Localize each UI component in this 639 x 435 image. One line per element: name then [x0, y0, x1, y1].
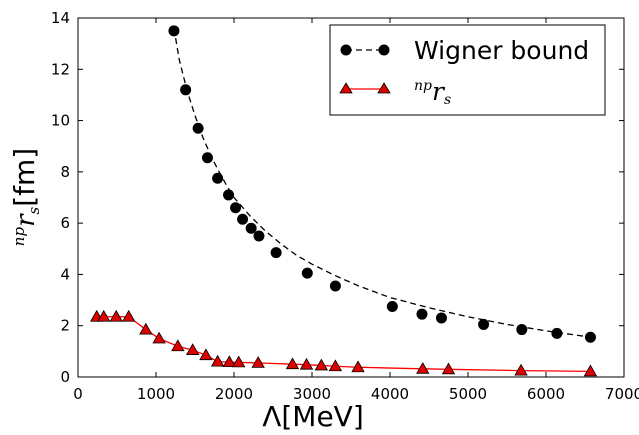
- legend-wigner-marker: [340, 44, 352, 56]
- wigner-point: [245, 222, 257, 234]
- wigner-point: [212, 172, 224, 184]
- rs-point: [441, 362, 456, 375]
- y-axis-label-unit: [fm]: [8, 148, 41, 207]
- x-tick-label: 0: [73, 385, 83, 403]
- plot-area: [90, 25, 598, 377]
- rs-point: [328, 359, 343, 372]
- y-axis-label-prefix: np: [10, 227, 28, 247]
- x-tick-label: 4000: [371, 385, 409, 403]
- x-tick-label: 1000: [137, 385, 175, 403]
- rs-point: [222, 355, 237, 368]
- legend-rs-marker: [377, 82, 391, 94]
- x-axis-label: Λ[MeV]: [262, 400, 364, 433]
- rs-point: [299, 357, 314, 370]
- rs-point: [185, 343, 200, 355]
- rs-point: [314, 358, 329, 371]
- wigner-point: [301, 267, 313, 279]
- y-tick-label: 8: [60, 163, 70, 181]
- x-tick-label: 5000: [449, 385, 487, 403]
- rs-point: [514, 363, 528, 376]
- svg-text:nprs: nprs: [414, 77, 451, 108]
- rs-point: [416, 361, 430, 374]
- wigner-point: [237, 213, 249, 225]
- y-tick-label: 4: [60, 265, 70, 283]
- rs-point: [231, 355, 246, 368]
- plot-frame: [77, 17, 625, 378]
- rs-point: [583, 364, 598, 377]
- legend: Wigner bound nprs: [329, 24, 606, 116]
- x-tick-label: 6000: [527, 385, 565, 403]
- rs-point: [139, 322, 153, 335]
- rs-point: [109, 309, 123, 322]
- series-rs-line: [96, 316, 591, 373]
- rs-point: [210, 354, 225, 367]
- rs-point: [152, 331, 166, 344]
- wigner-point: [168, 25, 180, 37]
- x-tick-label: 2000: [215, 385, 253, 403]
- wigner-point: [516, 324, 528, 336]
- rs-point: [351, 360, 365, 373]
- wigner-point: [201, 152, 213, 164]
- rs-point: [251, 356, 265, 368]
- y-tick-label: 6: [60, 214, 70, 232]
- y-tick-label: 14: [51, 9, 70, 27]
- legend-rs-marker: [339, 82, 353, 94]
- wigner-point: [180, 84, 192, 96]
- wigner-point: [416, 308, 428, 320]
- y-axis-label-main: r: [11, 213, 41, 227]
- legend-wigner-marker: [378, 44, 390, 56]
- wigner-point: [223, 189, 235, 201]
- wigner-point: [253, 230, 265, 242]
- wigner-point: [270, 247, 282, 259]
- wigner-point: [329, 280, 341, 292]
- y-tick-label: 0: [60, 368, 70, 386]
- y-tick-label: 12: [51, 60, 70, 78]
- rs-point: [199, 348, 213, 361]
- rs-point: [122, 309, 136, 322]
- wigner-point: [584, 331, 596, 343]
- svg-text:nprs[fm]: nprs[fm]: [8, 148, 43, 246]
- x-tick-label: 3000: [293, 385, 331, 403]
- axis-ticks: 0 1000 2000 3000 4000 5000 6000 7000 0 2 4 6 8 10 12 14: [51, 9, 639, 403]
- rs-point: [97, 309, 111, 322]
- wigner-point: [551, 327, 563, 339]
- rs-point: [171, 339, 185, 352]
- y-axis-label: nprs[fm]: [8, 148, 43, 246]
- legend-box: [329, 24, 606, 116]
- y-tick-label: 10: [51, 112, 70, 130]
- wigner-point: [435, 312, 447, 324]
- legend-wigner-label: Wigner bound: [414, 36, 589, 65]
- x-tick-label: 7000: [605, 385, 639, 403]
- wigner-point: [478, 318, 490, 330]
- wigner-point: [386, 300, 398, 312]
- legend-rs-label-prefix: np: [414, 78, 432, 94]
- wigner-point: [192, 122, 204, 134]
- y-tick-label: 2: [60, 317, 70, 335]
- legend-rs-label-sub: s: [444, 92, 451, 108]
- rs-point: [285, 357, 300, 370]
- y-axis-label-sub: s: [25, 206, 43, 214]
- legend-rs-label-main: r: [432, 77, 446, 106]
- wigner-point: [230, 202, 242, 214]
